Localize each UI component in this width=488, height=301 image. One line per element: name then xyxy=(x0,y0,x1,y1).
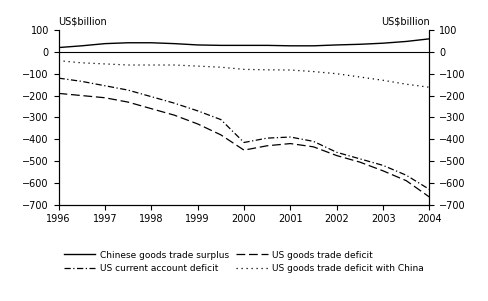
Text: US$billion: US$billion xyxy=(381,17,429,26)
Legend: Chinese goods trade surplus, US current account deficit, US goods trade deficit,: Chinese goods trade surplus, US current … xyxy=(64,251,424,274)
Text: US$billion: US$billion xyxy=(59,17,107,26)
